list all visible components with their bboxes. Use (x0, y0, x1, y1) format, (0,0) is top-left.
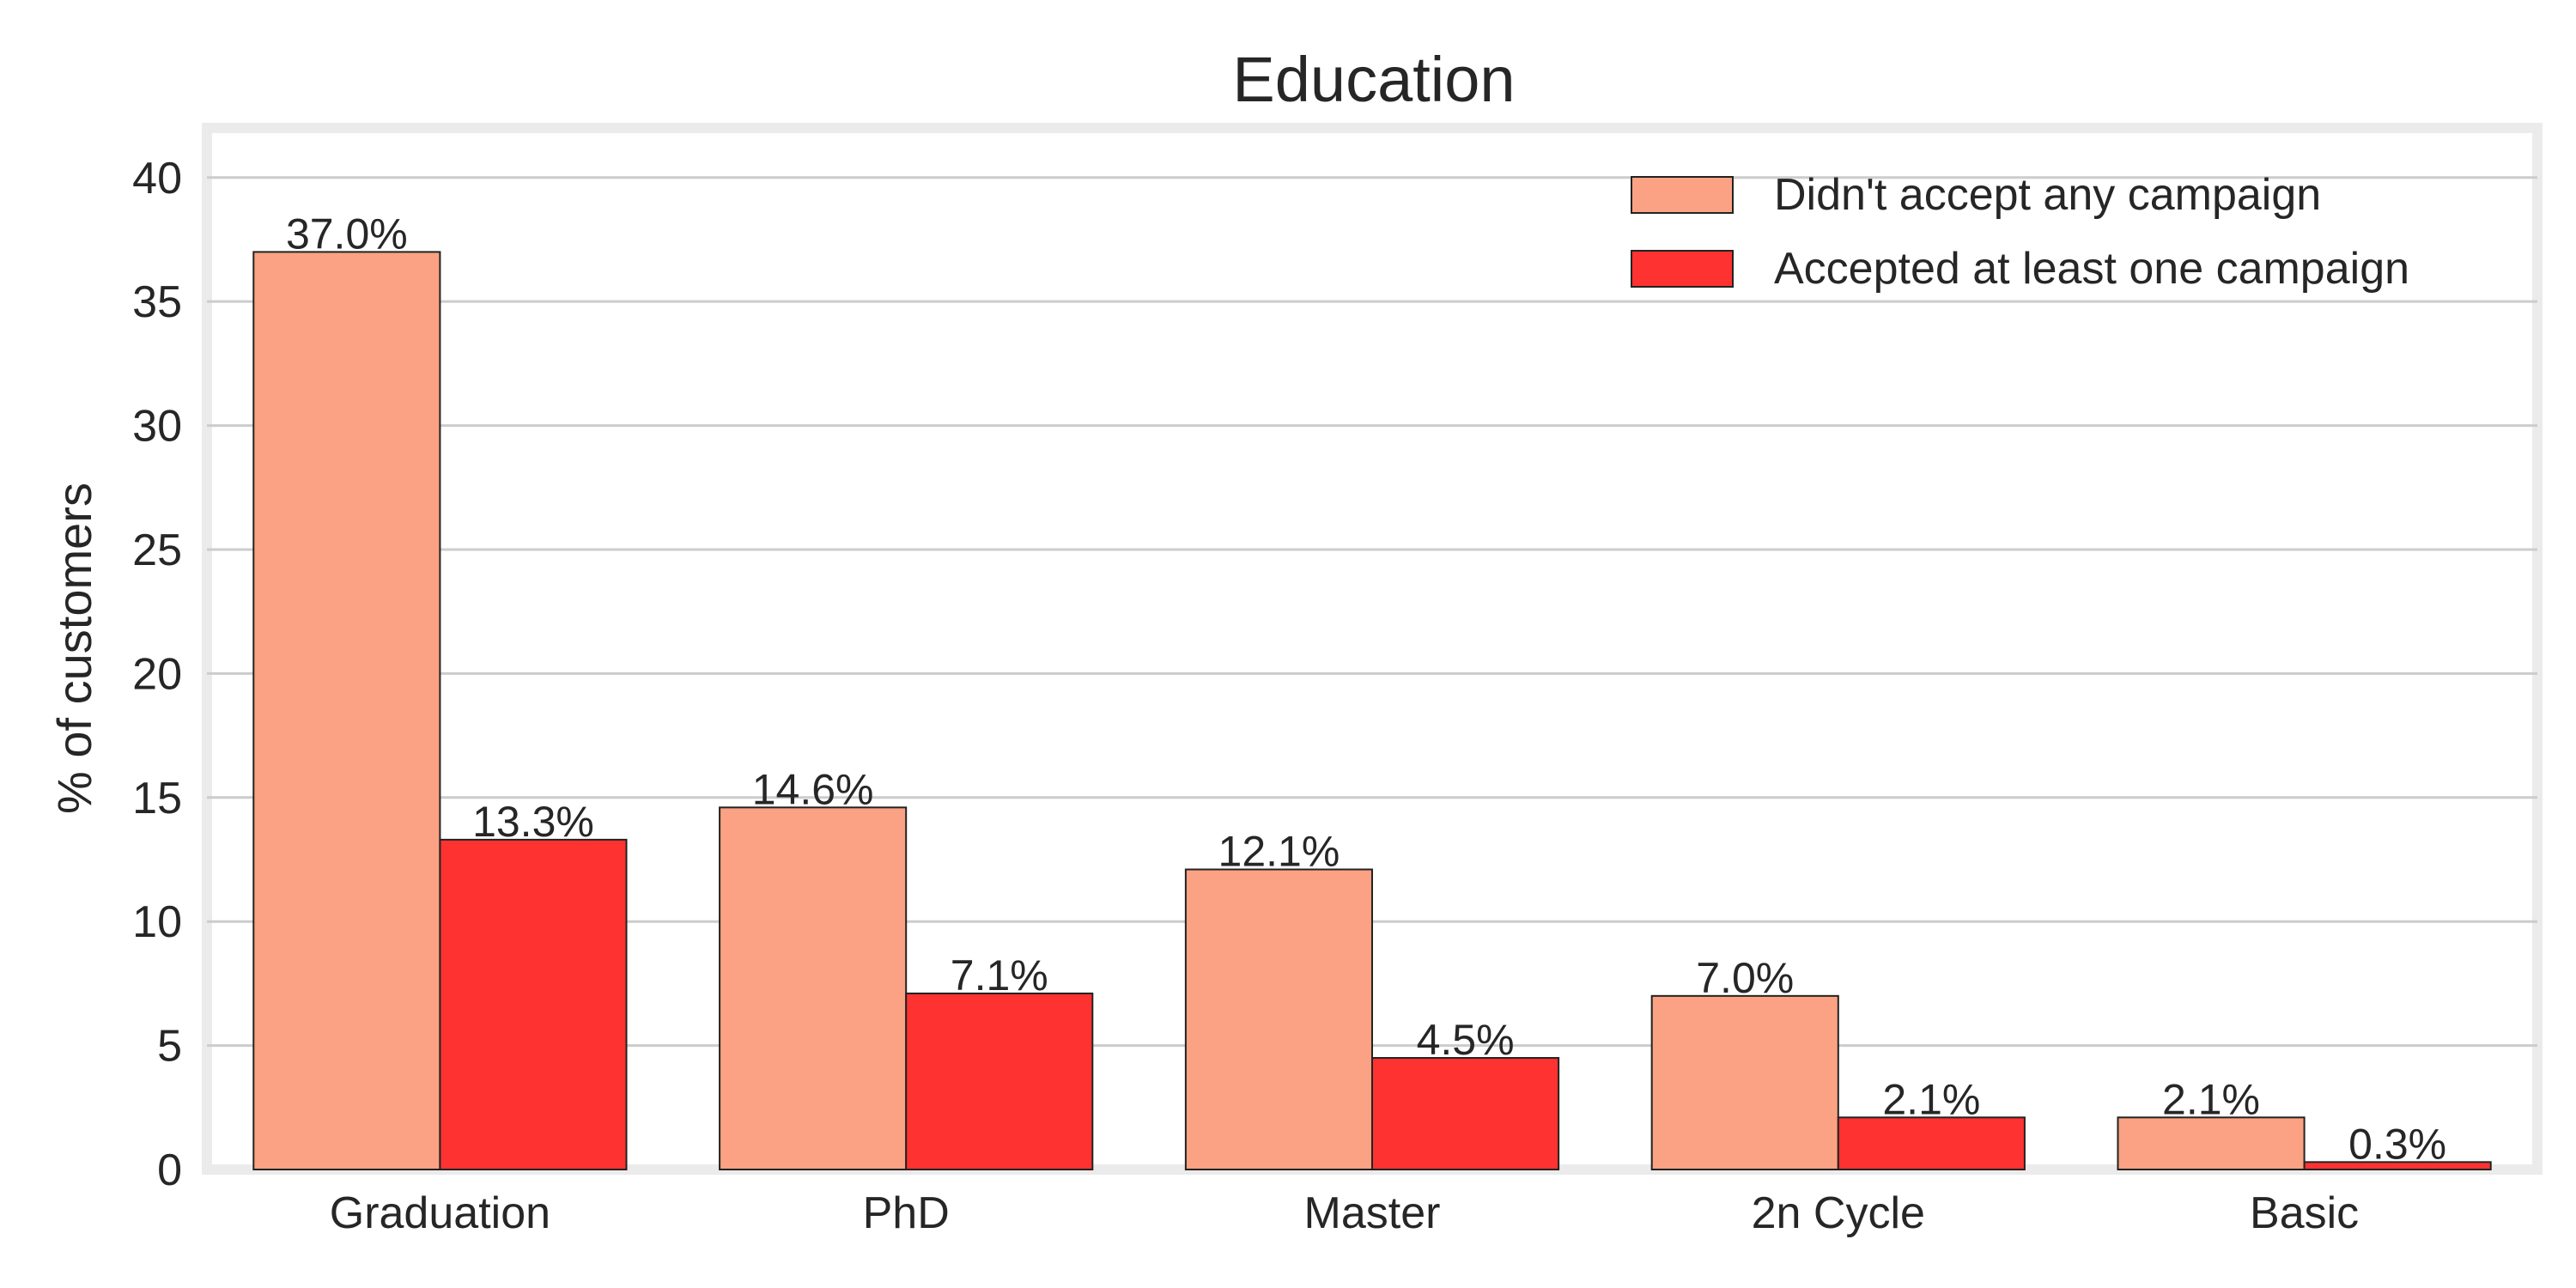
bar (1837, 1116, 2026, 1170)
x-tick-label: Graduation (330, 1188, 550, 1238)
legend-swatch (1631, 250, 1734, 288)
data-label: 13.3% (472, 798, 594, 846)
grid-lines (207, 176, 2537, 1048)
x-tick-label: PhD (863, 1188, 950, 1238)
data-label: 7.0% (1696, 954, 1794, 1002)
y-tick-label: 20 (132, 649, 182, 699)
y-tick-label: 5 (157, 1022, 182, 1072)
bar (1650, 994, 1839, 1171)
y-tick-label: 30 (132, 402, 182, 452)
y-tick-label: 40 (132, 154, 182, 204)
bar (1184, 868, 1373, 1170)
x-axis-ticks: Graduation PhD Master 2n Cycle Basic (330, 1188, 2359, 1238)
y-tick-label: 35 (132, 277, 182, 327)
legend-swatch (1631, 176, 1734, 214)
data-label: 2.1% (1882, 1075, 1980, 1123)
data-label: 2.1% (2162, 1075, 2260, 1123)
x-tick-label: Basic (2250, 1188, 2359, 1238)
bar (2117, 1116, 2306, 1170)
bar (905, 992, 1094, 1170)
data-label: 7.1% (951, 951, 1048, 999)
data-label: 0.3% (2348, 1120, 2446, 1168)
data-label: 12.1% (1218, 828, 1340, 876)
x-tick-label: Master (1304, 1188, 1441, 1238)
bar (1371, 1057, 1560, 1171)
y-tick-label: 10 (132, 897, 182, 947)
legend-label: Didn't accept any campaign (1774, 170, 2321, 220)
bar (439, 838, 628, 1171)
bar (252, 251, 441, 1170)
y-tick-label: 0 (157, 1145, 182, 1195)
y-tick-label: 25 (132, 526, 182, 575)
data-label: 14.6% (752, 765, 874, 813)
bar (719, 806, 908, 1170)
data-label: 4.5% (1417, 1016, 1515, 1064)
bar (2303, 1161, 2492, 1170)
bars (252, 251, 2492, 1171)
y-axis-ticks: 0 5 10 15 20 25 30 35 40 (132, 154, 182, 1195)
data-label: 37.0% (286, 210, 408, 258)
x-tick-label: 2n Cycle (1752, 1188, 1925, 1238)
chart-title: Education (1232, 44, 1515, 115)
y-axis-label: % of customers (47, 483, 101, 814)
legend: Didn't accept any campaign Accepted at le… (1631, 170, 2409, 294)
y-tick-label: 15 (132, 774, 182, 823)
data-labels: 37.0% 13.3% 14.6% 7.1% 12.1% 4.5% 7.0% 2.1% 2.1%… (286, 210, 2446, 1168)
legend-label: Accepted at least one campaign (1774, 244, 2409, 294)
